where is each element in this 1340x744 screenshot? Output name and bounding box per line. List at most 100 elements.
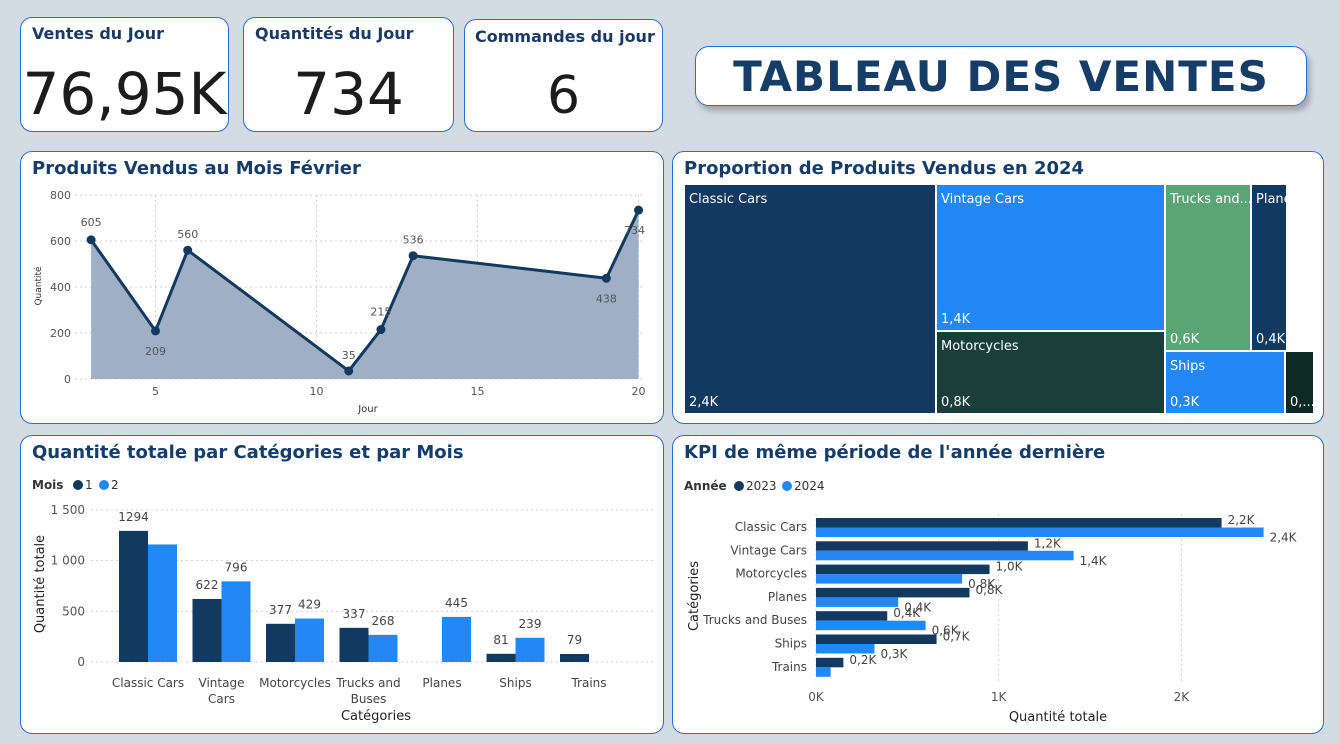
hbar-rect <box>816 657 844 668</box>
bar-category-label: Cars <box>208 692 235 706</box>
line-y-tick: 200 <box>50 327 71 340</box>
hbar-legend-dot-2024 <box>782 481 792 491</box>
bar-category-label: Trains <box>570 676 606 690</box>
line-data-label: 536 <box>403 234 424 247</box>
hbar-data-label: 0,8K <box>975 583 1003 597</box>
banner-title: TABLEAU DES VENTES <box>733 52 1269 101</box>
bar-rect <box>119 530 148 662</box>
line-point <box>151 326 161 336</box>
line-chart-panel[interactable]: Produits Vendus au Mois Février Quantité… <box>20 151 664 424</box>
hbar-data-label: 0,4K <box>904 600 932 614</box>
hbar-chart-panel[interactable]: KPI de même période de l'année dernière … <box>672 435 1324 734</box>
hbar-category-label: Motorcycles <box>735 567 807 581</box>
hbar-chart-title: KPI de même période de l'année dernière <box>684 442 1106 463</box>
hbar-rect <box>816 597 899 607</box>
line-data-label: 438 <box>596 292 617 305</box>
kpi-value: 734 <box>293 60 404 128</box>
bar-rect <box>192 598 222 662</box>
bar-legend-dot-2 <box>99 480 109 490</box>
hbar-data-label: 2,4K <box>1270 531 1298 545</box>
treemap-panel[interactable]: Proportion de Produits Vendus en 2024 Cl… <box>672 151 1324 424</box>
bar-data-label: 79 <box>567 633 582 647</box>
treemap-tile <box>935 330 1166 415</box>
bar-chart[interactable]: Mois 1 2 Quantité totale Catégories 0 500… <box>21 436 663 733</box>
bar-data-label: 81 <box>493 633 508 647</box>
bar-y-tick: 1 000 <box>51 554 85 568</box>
line-x-tick: 15 <box>471 385 485 398</box>
bar-legend-dot-1 <box>73 480 83 490</box>
bar-xlabel: Catégories <box>341 709 411 724</box>
line-x-tick: 5 <box>152 385 159 398</box>
hbar-data-label: 1,0K <box>996 560 1024 574</box>
treemap-tile-value: 0,3K <box>1170 395 1200 410</box>
line-x-tick: 10 <box>310 385 324 398</box>
bar-category-label: Ships <box>499 676 531 690</box>
bar-category-label: Trucks and <box>335 676 400 690</box>
bar-ylabel: Quantité totale <box>33 535 48 633</box>
line-chart[interactable]: Quantité Jour 0 200 400 600 800 5 10 15 20 605 209… <box>21 152 663 423</box>
bar-category-label: Classic Cars <box>112 676 184 690</box>
hbar-data-label: 0,7K <box>943 630 971 644</box>
line-y-tick: 800 <box>50 189 71 202</box>
treemap-chart[interactable]: Classic Cars 2,4K Vintage Cars 1,4K Motorcyc… <box>673 152 1323 423</box>
bar-legend-label-1: 1 <box>85 478 93 492</box>
treemap-tile <box>1164 183 1252 352</box>
treemap-tile <box>683 183 937 415</box>
hbar-data-label: 0,8K <box>968 577 996 591</box>
hbar-category-label: Classic Cars <box>735 520 807 534</box>
hbar-data-label: 1,4K <box>1080 554 1108 568</box>
treemap-title: Proportion de Produits Vendus en 2024 <box>684 158 1085 179</box>
hbar-rect <box>816 667 831 677</box>
bar-rect <box>486 653 516 662</box>
kpi-card-commandes[interactable]: Commandes du jour 6 <box>464 19 663 132</box>
hbar-legend-label-2024: 2024 <box>794 479 825 493</box>
line-data-label: 209 <box>145 345 166 358</box>
bar-chart-panel[interactable]: Quantité totale par Catégories et par Mo… <box>20 435 664 734</box>
hbar-rect <box>816 620 926 631</box>
hbar-data-label: 0,6K <box>932 624 960 638</box>
hbar-chart[interactable]: Année 2023 2024 Catégories Quantité tota… <box>673 436 1323 733</box>
treemap-tile-value: 2,4K <box>689 395 719 410</box>
treemap-tile-value: 0,4K <box>1256 332 1286 347</box>
hbar-rect <box>816 518 1222 528</box>
line-point <box>376 325 386 335</box>
line-y-tick: 600 <box>50 235 71 248</box>
hbar-category-label: Trains <box>771 660 807 674</box>
hbar-data-label: 2,2K <box>1228 513 1256 527</box>
line-data-label: 215 <box>370 306 391 319</box>
bar-category-label: Motorcycles <box>259 676 331 690</box>
bar-y-tick: 1 500 <box>51 503 85 517</box>
hbar-rect <box>816 611 888 621</box>
bar-rect <box>148 544 177 662</box>
hbar-data-label: 1,2K <box>1034 536 1062 550</box>
hbar-x-tick: 0K <box>808 690 825 704</box>
line-area <box>91 210 639 379</box>
treemap-tile-name: Classic Cars <box>689 192 767 207</box>
treemap-tile-value: 1,4K <box>941 312 971 327</box>
hbar-x-tick: 1K <box>991 690 1008 704</box>
kpi-card-quantites[interactable]: Quantités du Jour 734 <box>243 17 454 132</box>
line-xlabel: Jour <box>357 404 378 415</box>
bar-data-label: 239 <box>519 617 542 631</box>
bar-rect <box>266 623 295 662</box>
line-ylabel: Quantité <box>33 266 44 306</box>
bar-y-tick: 500 <box>62 604 85 618</box>
treemap-tile <box>1164 350 1286 415</box>
hbar-rect <box>816 634 937 644</box>
bar-data-label: 429 <box>298 598 321 612</box>
hbar-data-label: 0,4K <box>893 606 921 620</box>
kpi-title: Ventes du Jour <box>32 24 164 43</box>
line-chart-title: Produits Vendus au Mois Février <box>32 158 361 179</box>
line-series <box>89 209 640 374</box>
hbar-category-label: Trucks and Buses <box>702 613 807 627</box>
line-data-label: 734 <box>624 224 645 237</box>
bar-data-label: 268 <box>372 614 395 628</box>
kpi-card-ventes[interactable]: Ventes du Jour 76,95K <box>20 17 229 132</box>
bar-rect <box>339 627 369 662</box>
hbar-rect <box>816 550 1074 561</box>
kpi-value: 6 <box>546 66 581 126</box>
line-data-label: 605 <box>81 216 102 229</box>
bar-rect <box>515 637 545 662</box>
line-point <box>601 273 611 283</box>
kpi-title: Commandes du jour <box>475 27 655 46</box>
